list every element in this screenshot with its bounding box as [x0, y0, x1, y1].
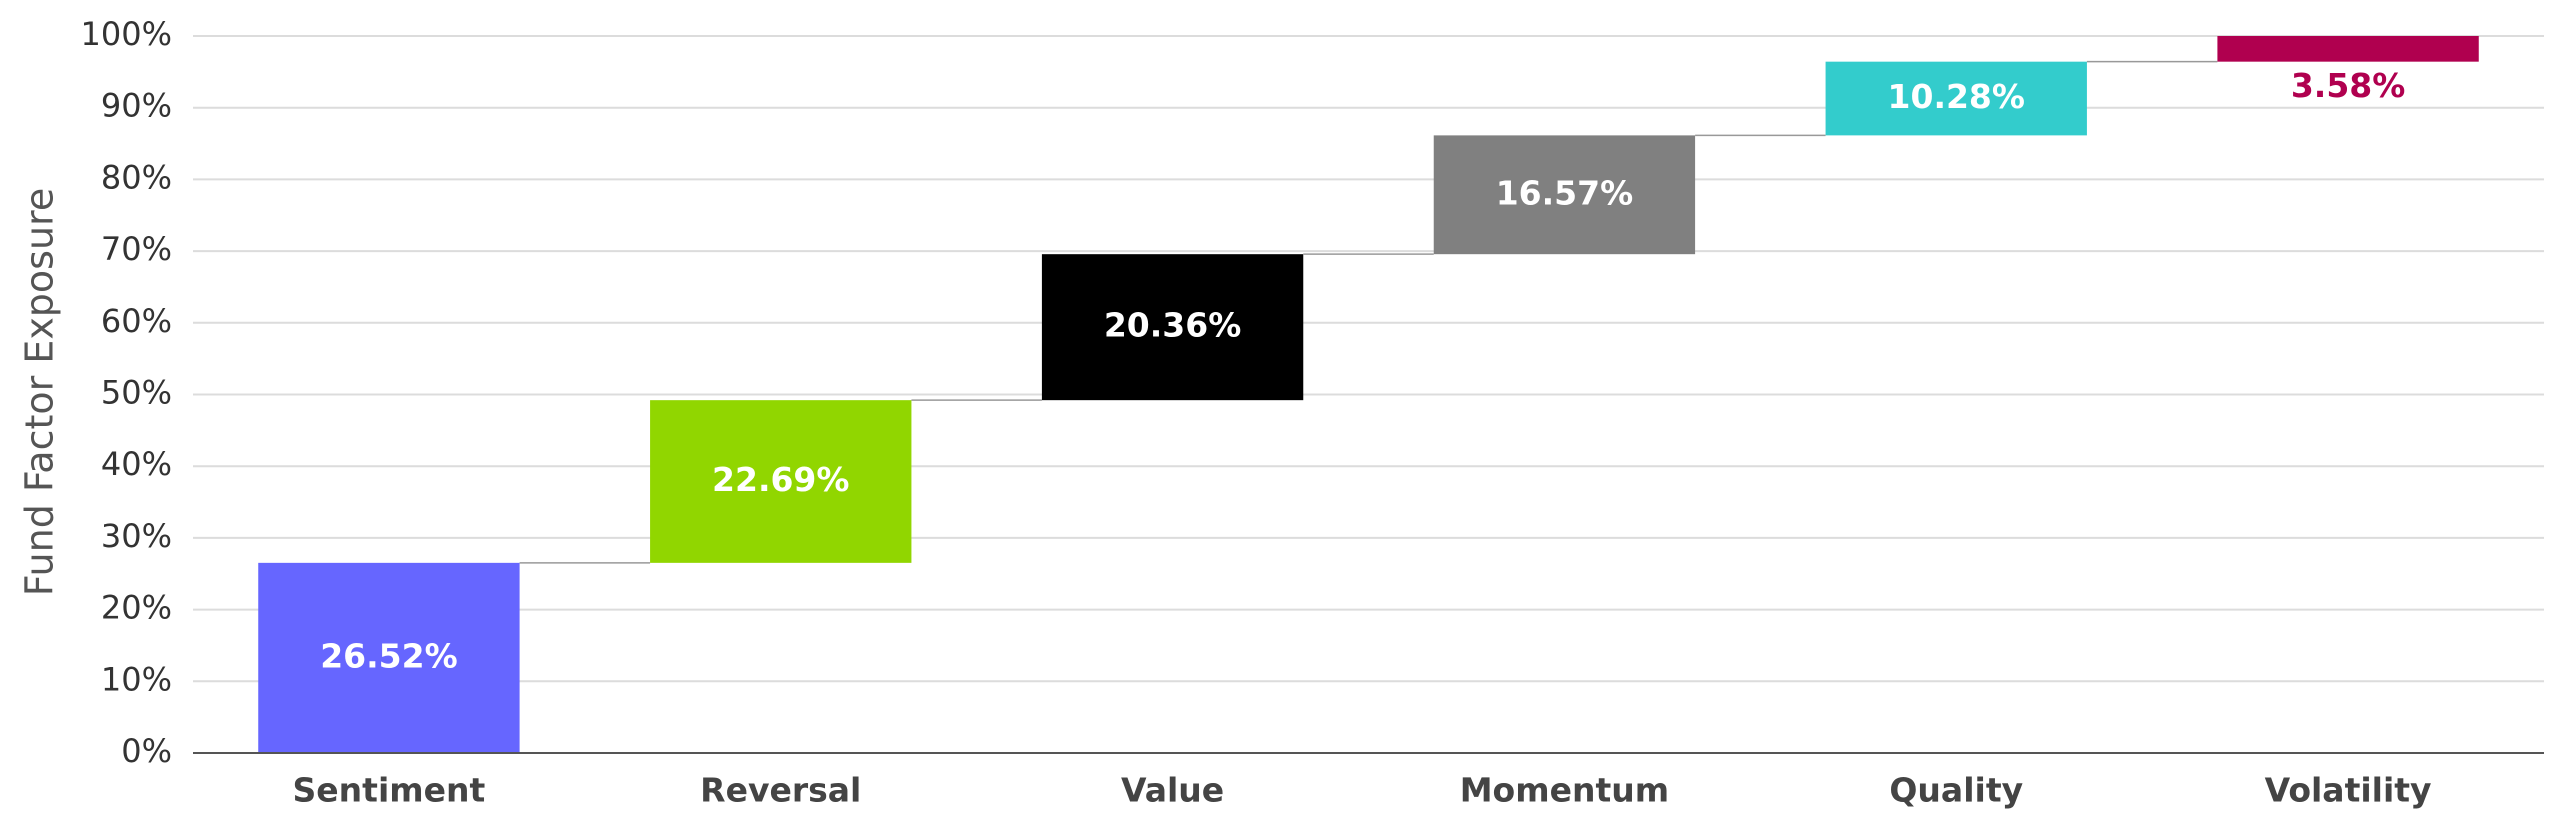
bar	[650, 400, 912, 563]
y-tick-label: 40%	[101, 445, 172, 483]
value-label: 16.57%	[1496, 173, 1633, 212]
y-tick-label: 100%	[81, 15, 172, 53]
y-tick-label: 70%	[101, 230, 172, 268]
value-label: 10.28%	[1888, 77, 2025, 116]
x-tick-label: Quality	[1889, 771, 2023, 810]
y-tick-label: 20%	[101, 589, 172, 627]
y-tick-label: 50%	[101, 374, 172, 412]
y-tick-label: 10%	[101, 660, 172, 698]
bar	[258, 562, 520, 753]
bar	[1825, 61, 2087, 136]
y-tick-label: 90%	[101, 87, 172, 125]
x-tick-label: Sentiment	[293, 771, 486, 810]
value-label: 26.52%	[320, 636, 457, 675]
y-tick-label: 30%	[101, 517, 172, 555]
bar	[2217, 36, 2479, 62]
x-tick-label: Volatility	[2265, 771, 2432, 810]
bar	[1041, 254, 1304, 401]
y-axis-label: Fund Factor Exposure	[18, 188, 62, 596]
value-label: 22.69%	[712, 460, 849, 499]
y-tick-label: 80%	[101, 158, 172, 196]
value-label: 3.58%	[2291, 66, 2406, 105]
x-tick-label: Value	[1121, 771, 1224, 810]
y-tick-label: 0%	[121, 732, 172, 770]
x-tick-label: Reversal	[700, 771, 861, 810]
x-tick-label: Momentum	[1460, 771, 1669, 810]
bar	[1433, 135, 1696, 255]
value-label: 20.36%	[1104, 306, 1241, 345]
y-tick-label: 60%	[101, 302, 172, 340]
